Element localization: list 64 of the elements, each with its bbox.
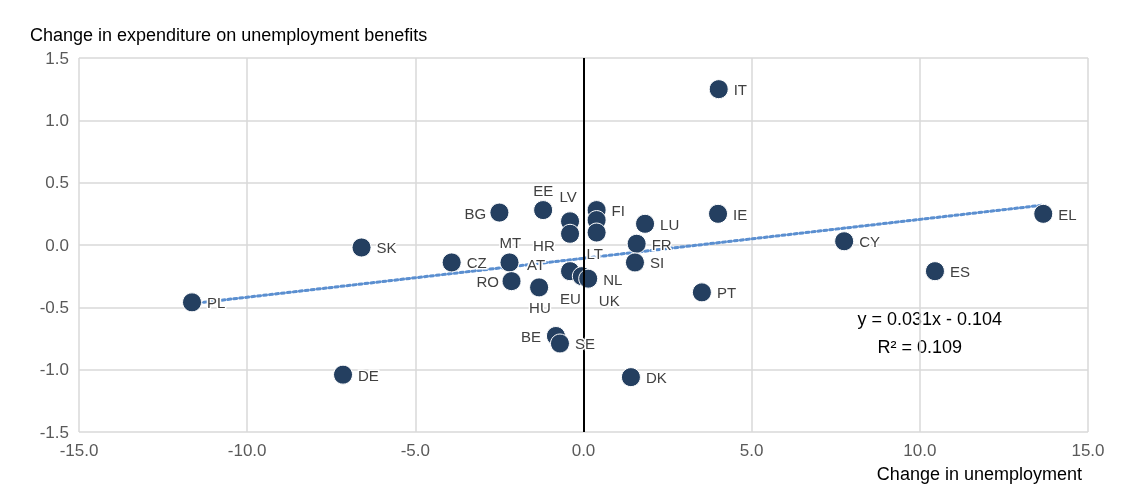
annotation: MT [499, 234, 522, 252]
point [708, 203, 729, 224]
point [560, 223, 581, 244]
x-tick-label: 5.0 [739, 441, 764, 460]
y-tick-label: -1.0 [39, 360, 69, 380]
x-tick-label: 10.0 [903, 441, 937, 460]
annotation: SI [649, 254, 665, 272]
point [620, 367, 641, 388]
annotation: EL [1058, 205, 1077, 223]
annotation: IE [733, 205, 748, 223]
point [626, 233, 647, 254]
annotation: IT [733, 81, 748, 99]
annotation: HR [533, 237, 555, 255]
x-axis-title: Change in unemployment [876, 464, 1083, 484]
point [924, 261, 945, 282]
y-tick-label: -1.5 [39, 422, 69, 442]
point [1033, 203, 1054, 224]
point [834, 231, 855, 252]
y-tick-label: 0.0 [45, 235, 69, 255]
annotation: LU [660, 215, 680, 233]
y-tick-label: 0.5 [45, 173, 69, 193]
y-tick-label: 1.5 [45, 48, 69, 68]
x-tick-label: 15.0 [1071, 441, 1105, 460]
annotation: SK [376, 239, 397, 257]
annotation: EU [560, 290, 581, 308]
annotation: FI [611, 202, 625, 220]
point [441, 252, 462, 273]
point [351, 237, 372, 258]
annotation: CY [859, 233, 880, 251]
annotation: UK [598, 292, 620, 310]
x-tick-label: -5.0 [400, 441, 430, 460]
annotation: DK [645, 369, 667, 387]
point [333, 364, 354, 385]
annotation: ES [949, 263, 970, 281]
point [549, 333, 570, 354]
point [501, 271, 522, 292]
annotation: BE [520, 328, 541, 346]
y-axis-title: Change in expenditure on unemployment benefits [30, 25, 428, 45]
annotation: BG [464, 204, 487, 222]
point [691, 282, 712, 303]
annotation: PT [716, 284, 737, 302]
annotation: RO [476, 273, 500, 291]
annotation: DE [358, 366, 379, 384]
annotation: HU [529, 299, 551, 317]
annotation: EE [533, 182, 554, 200]
point [533, 200, 554, 221]
point [624, 252, 645, 273]
point [708, 79, 729, 100]
annotation: y = 0.031x - 0.104 [857, 309, 1003, 329]
point [586, 222, 607, 243]
x-tick-label: 0.0 [571, 441, 596, 460]
annotation: NL [603, 270, 623, 288]
x-tick-label: -10.0 [227, 441, 267, 460]
annotation: CZ [466, 254, 487, 272]
point [529, 277, 550, 298]
point [635, 213, 656, 234]
point [182, 292, 203, 313]
point [499, 252, 520, 273]
y-tick-label: -0.5 [39, 297, 69, 317]
x-tick-label: -15.0 [59, 441, 99, 460]
annotation: R² = 0.109 [877, 337, 963, 357]
y-tick-label: 1.0 [45, 110, 69, 130]
annotation: LV [559, 188, 577, 206]
point [489, 202, 510, 223]
